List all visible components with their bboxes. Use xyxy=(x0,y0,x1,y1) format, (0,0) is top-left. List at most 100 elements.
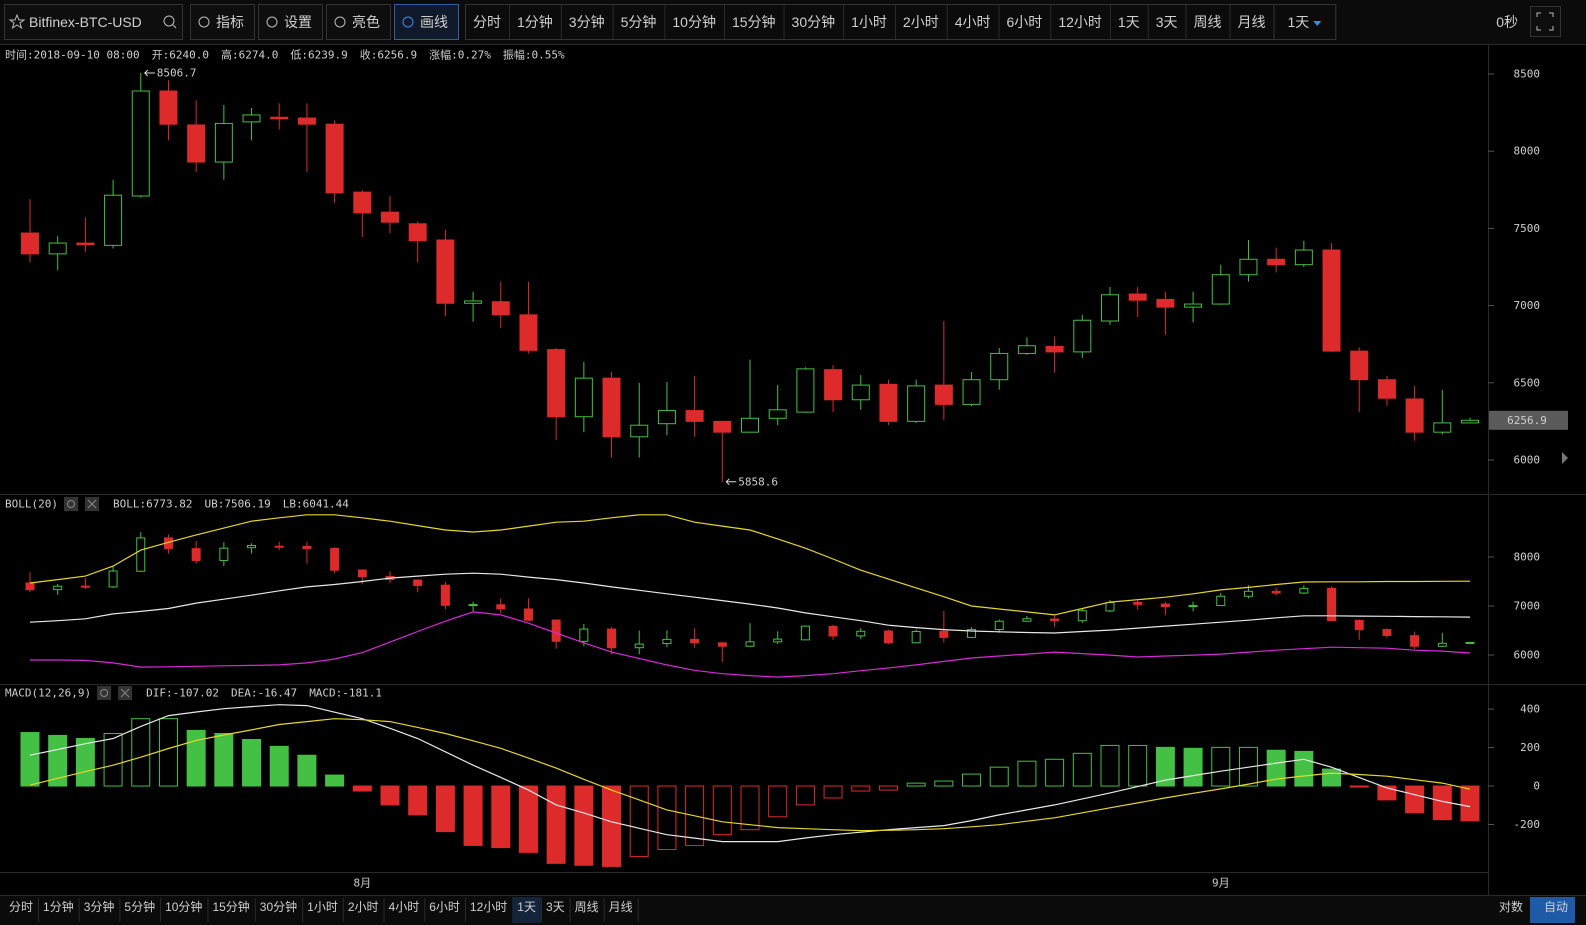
interval-button[interactable]: 3分钟 xyxy=(569,14,605,30)
macd-bar xyxy=(158,718,178,787)
fullscreen-button[interactable] xyxy=(1530,6,1561,37)
interval-button[interactable]: 月线 xyxy=(1237,14,1265,30)
footer-interval[interactable]: 30分钟 xyxy=(260,899,297,914)
macd-bar xyxy=(1017,760,1037,787)
y-tick-label: 0 xyxy=(1533,780,1540,793)
candle-body xyxy=(523,608,533,621)
y-tick-label: 7000 xyxy=(1514,299,1541,312)
macd-bar xyxy=(1460,785,1480,822)
toolbar-button-box[interactable] xyxy=(326,4,391,40)
annotation-arrow xyxy=(144,69,155,77)
footer-interval[interactable]: 3天 xyxy=(546,900,565,914)
interval-button[interactable]: 15分钟 xyxy=(732,14,776,30)
interval-button[interactable]: 3天 xyxy=(1156,14,1178,30)
macd-bar xyxy=(795,785,815,806)
toolbar-button[interactable]: 指标 xyxy=(216,14,244,30)
candle-body xyxy=(1327,587,1337,621)
interval-button[interactable]: 1小时 xyxy=(851,14,887,30)
candle-body xyxy=(1239,258,1258,276)
macd-bar xyxy=(851,785,871,792)
interval-button[interactable]: 周线 xyxy=(1193,14,1221,30)
expand-arrow[interactable] xyxy=(1562,452,1568,464)
candle-body xyxy=(1267,258,1286,266)
settings-button[interactable] xyxy=(97,686,112,700)
macd-bar xyxy=(325,774,345,787)
footer-interval[interactable]: 月线 xyxy=(609,900,633,914)
interval-dropdown[interactable]: 1天 xyxy=(1287,14,1309,30)
interval-button[interactable]: 2小时 xyxy=(903,14,939,30)
footer-interval[interactable]: 2小时 xyxy=(348,900,379,914)
footer-interval[interactable]: 1分钟 xyxy=(43,899,74,914)
candle-body xyxy=(1050,618,1060,622)
toolbar-button-box[interactable] xyxy=(258,4,323,40)
interval-button[interactable]: 分时 xyxy=(473,14,501,30)
footer-interval[interactable]: 12小时 xyxy=(470,900,507,914)
footer-interval[interactable]: 15分钟 xyxy=(212,899,249,914)
candle-body xyxy=(883,630,893,644)
footer-interval[interactable]: 4小时 xyxy=(389,900,420,914)
macd-bar xyxy=(1211,746,1231,787)
footer-interval[interactable]: 1小时 xyxy=(307,900,338,914)
info-label: 开: xyxy=(152,49,170,62)
footer-interval[interactable]: 5分钟 xyxy=(124,899,155,914)
y-tick-label: 8000 xyxy=(1514,551,1541,564)
legend-entry: DEA:-16.47 xyxy=(231,687,297,700)
annotation-high: 8506.7 xyxy=(157,66,197,79)
footer-button[interactable]: 自动 xyxy=(1544,900,1568,914)
macd-bar xyxy=(712,785,732,836)
interval-button[interactable]: 5分钟 xyxy=(621,14,657,30)
candle-body xyxy=(108,570,118,588)
candle-body xyxy=(607,628,617,649)
toolbar-button-box[interactable] xyxy=(394,4,459,40)
candle-body xyxy=(48,242,67,255)
footer-button[interactable]: 对数 xyxy=(1499,899,1523,914)
interval-button[interactable]: 12小时 xyxy=(1058,14,1102,30)
candle-body xyxy=(1433,422,1452,433)
footer-interval[interactable]: 周线 xyxy=(575,900,599,914)
candle-body xyxy=(962,379,981,405)
toolbar-button[interactable]: 设置 xyxy=(284,14,312,30)
last-price-tag xyxy=(1489,410,1568,430)
interval-button[interactable]: 4小时 xyxy=(955,14,991,30)
candle-body xyxy=(1184,303,1203,308)
x-tick-label: 8月 xyxy=(353,877,371,890)
candle-body xyxy=(1437,642,1447,647)
legend-entry: UB:7506.19 xyxy=(204,498,270,511)
candle-body xyxy=(413,579,423,586)
toolbar-button[interactable]: 亮色 xyxy=(352,14,380,30)
candle-body xyxy=(1128,293,1147,301)
interval-button[interactable]: 6小时 xyxy=(1007,14,1043,30)
toolbar-button-box[interactable] xyxy=(190,4,255,40)
y-tick-label: 8000 xyxy=(1514,145,1541,158)
candle-body xyxy=(1299,587,1309,594)
macd-bar xyxy=(1349,785,1369,788)
candle-body xyxy=(136,537,146,572)
candle-body xyxy=(828,625,838,637)
interval-button[interactable]: 10分钟 xyxy=(672,14,716,30)
symbol-box[interactable] xyxy=(4,4,183,40)
footer-interval[interactable]: 1天 xyxy=(517,900,536,914)
footer-interval[interactable]: 10分钟 xyxy=(165,899,202,914)
interval-button[interactable]: 1分钟 xyxy=(517,14,553,30)
candle-body xyxy=(436,239,455,304)
footer-interval[interactable]: 分时 xyxy=(9,900,33,914)
info-label: 时间: xyxy=(5,49,34,62)
toolbar-button[interactable]: 画线 xyxy=(420,14,448,30)
macd-bar xyxy=(518,785,538,853)
footer-interval[interactable]: 3分钟 xyxy=(84,899,115,914)
macd-bar xyxy=(491,785,511,849)
timer: 0秒 xyxy=(1496,14,1518,30)
candle-body xyxy=(219,547,229,561)
interval-button[interactable]: 30分钟 xyxy=(792,14,836,30)
search-icon xyxy=(172,24,177,29)
candle-body xyxy=(468,604,478,607)
candle-body xyxy=(824,369,843,401)
candle-body xyxy=(353,191,372,214)
settings-button[interactable] xyxy=(63,497,78,511)
symbol[interactable]: Bitfinex-BTC-USD xyxy=(29,14,142,30)
macd-bar xyxy=(435,785,455,833)
last-price: 6256.9 xyxy=(1507,414,1547,427)
candle-body xyxy=(1465,641,1475,644)
footer-interval[interactable]: 6小时 xyxy=(429,900,460,914)
interval-button[interactable]: 1天 xyxy=(1118,14,1140,30)
